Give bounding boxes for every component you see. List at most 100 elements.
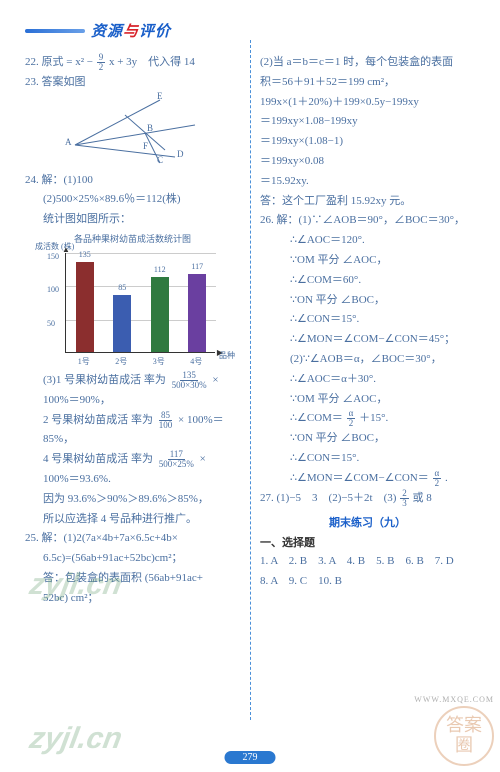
r26-7: ∴∠MON＝∠COM−∠CON＝45°； bbox=[260, 330, 475, 350]
frac-den: 2 bbox=[433, 479, 442, 488]
label-F: F bbox=[143, 141, 148, 151]
chart-bar-value: 117 bbox=[188, 262, 206, 271]
r26-14: ∴∠MON＝∠COM−∠CON＝ α2 . bbox=[260, 469, 475, 489]
chart-xtick: 2号 bbox=[106, 356, 136, 367]
r26-11a: ∴∠COM＝ bbox=[290, 412, 343, 424]
r5: ＝199xy×(1.08−1) bbox=[260, 132, 475, 152]
r26-5: ∵ON 平分 ∠BOC， bbox=[260, 291, 475, 311]
label-B: B bbox=[147, 123, 153, 133]
q25-1: 25. 解：(1)2(7a×4b+7a×6.5c+4b× bbox=[25, 529, 240, 549]
header-prefix: 资源 bbox=[91, 24, 123, 40]
label-C: C bbox=[157, 155, 163, 165]
label-E: E bbox=[157, 91, 163, 101]
stamp-bot: 圈 bbox=[446, 736, 482, 756]
q24-3c-text: 2 号果树幼苗成活 率为 bbox=[43, 414, 153, 426]
choices-1: 1. A 2. B 3. A 4. B 5. B 6. B 7. D bbox=[260, 552, 475, 572]
columns: 22. 原式 = x² − 92 x + 3y 代入得 14 23. 答案如图 … bbox=[25, 53, 475, 609]
chart-ytick: 150 bbox=[47, 252, 59, 261]
q22-b: x + 3y 代入得 14 bbox=[109, 56, 195, 68]
r27-1a: 27. (1)−5 3 (2)−5＋2t (3) bbox=[260, 492, 396, 504]
label-A: A bbox=[65, 137, 72, 147]
r26-11b: ＋15°. bbox=[359, 412, 388, 424]
chart-bar: 135 bbox=[76, 262, 94, 352]
frac-den: 100 bbox=[157, 421, 175, 430]
frac-den: 500×25% bbox=[157, 460, 196, 469]
q24-1: 24. 解：(1)100 bbox=[25, 171, 240, 191]
frac-a2-1: α2 bbox=[347, 409, 356, 428]
chart-bar: 117 bbox=[188, 274, 206, 352]
q25-4: 52bc) cm²； bbox=[25, 589, 240, 609]
chart-xtick: 3号 bbox=[144, 356, 174, 367]
header-decor-bar bbox=[25, 29, 85, 33]
r26-9: ∴∠AOC＝α＋30°. bbox=[260, 370, 475, 390]
r1: (2)当 a＝b＝c＝1 时，每个包装盒的表面 bbox=[260, 53, 475, 73]
r2: 积＝56＋91＋52＝199 cm²， bbox=[260, 73, 475, 93]
bar-chart: 成活数 (株) ▲ ▶ 13585112117 品种 501001501号2号3… bbox=[35, 245, 225, 365]
chart-xtick: 1号 bbox=[69, 356, 99, 367]
q24-3h: 所以应选择 4 号品种进行推广。 bbox=[25, 510, 240, 530]
q24-3b: 100%＝90%， bbox=[25, 391, 240, 411]
page-number: 279 bbox=[225, 751, 276, 764]
r26-2: ∴∠AOC＝120°. bbox=[260, 231, 475, 251]
q24-3f: 100%＝93.6%. bbox=[25, 470, 240, 490]
left-column: 22. 原式 = x² − 92 x + 3y 代入得 14 23. 答案如图 … bbox=[25, 53, 250, 609]
chart-bar: 85 bbox=[113, 295, 131, 352]
r26-13: ∴∠CON＝15°. bbox=[260, 449, 475, 469]
r26-14b: . bbox=[445, 472, 448, 484]
q23: 23. 答案如图 bbox=[25, 73, 240, 93]
header-mid: 与 bbox=[123, 24, 139, 40]
q24-3e-text: 4 号果树幼苗成活 率为 bbox=[43, 453, 153, 465]
diagram-svg bbox=[65, 95, 205, 167]
r26-8: (2)∵∠AOB＝α，∠BOC＝30°， bbox=[260, 350, 475, 370]
answer-stamp: 答案 圈 bbox=[434, 706, 494, 766]
chart-xtick: 4号 bbox=[181, 356, 211, 367]
q24-2: (2)500×25%×89.6％＝112(株) bbox=[25, 190, 240, 210]
frac-den: 3 bbox=[400, 499, 409, 508]
r26-12: ∵ON 平分 ∠BOC， bbox=[260, 429, 475, 449]
r8: 答：这个工厂盈利 15.92xy 元。 bbox=[260, 192, 475, 212]
r3: 199x×(1＋20%)＋199×0.5y−199xy bbox=[260, 93, 475, 113]
chart-ytick: 50 bbox=[47, 319, 55, 328]
frac-a2-2: α2 bbox=[433, 469, 442, 488]
label-D: D bbox=[177, 149, 184, 159]
q22-a: 22. 原式 = x² − bbox=[25, 56, 93, 68]
r26-10: ∵OM 平分 ∠AOC， bbox=[260, 390, 475, 410]
stamp-inner: 答案 圈 bbox=[446, 716, 482, 756]
r7: ＝15.92xy. bbox=[260, 172, 475, 192]
page: 资源与评价 22. 原式 = x² − 92 x + 3y 代入得 14 23.… bbox=[0, 0, 500, 772]
q24-3e-tail: × bbox=[200, 453, 206, 465]
choice-heading: 一、选择题 bbox=[260, 534, 475, 550]
q24-3e: 4 号果树幼苗成活 率为 117500×25% × bbox=[25, 450, 240, 470]
chart-bar: 112 bbox=[151, 277, 169, 352]
r26-6: ∴∠CON＝15°. bbox=[260, 310, 475, 330]
r27-1: 27. (1)−5 3 (2)−5＋2t (3) 23 或 8 bbox=[260, 489, 475, 509]
section-title: 期末练习（九） bbox=[260, 514, 475, 530]
frac-9-2: 92 bbox=[97, 53, 106, 72]
frac-85: 85100 bbox=[157, 411, 175, 430]
r26-4: ∴∠COM＝60°. bbox=[260, 271, 475, 291]
r27-1b: 或 8 bbox=[412, 492, 431, 504]
q24-3: 统计图如图所示： bbox=[25, 210, 240, 230]
q25-3: 答：包装盒的表面积 (56ab+91ac+ bbox=[25, 569, 240, 589]
r4: ＝199xy×1.08−199xy bbox=[260, 112, 475, 132]
q24-3d: 85%， bbox=[25, 430, 240, 450]
q25-2: 6.5c)=(56ab+91ac+52bc)cm²； bbox=[25, 549, 240, 569]
chart-bar-value: 85 bbox=[113, 283, 131, 292]
r6: ＝199xy×0.08 bbox=[260, 152, 475, 172]
header: 资源与评价 bbox=[25, 20, 475, 41]
chart-xlabel: 品种 bbox=[219, 350, 235, 361]
frac-den: 2 bbox=[347, 419, 356, 428]
chart-area: ▲ ▶ 13585112117 bbox=[65, 253, 215, 353]
frac-den: 2 bbox=[97, 63, 106, 72]
site-tag: WWW.MXQE.COM bbox=[414, 695, 494, 704]
r26-11: ∴∠COM＝ α2 ＋15°. bbox=[260, 409, 475, 429]
frac-den: 500×30% bbox=[170, 381, 209, 390]
header-suffix: 评价 bbox=[139, 24, 171, 40]
r26-14a: ∴∠MON＝∠COM−∠CON＝ bbox=[290, 472, 429, 484]
stamp-top: 答案 bbox=[446, 716, 482, 736]
r26-1: 26. 解：(1)∵∠AOB＝90°，∠BOC＝30°， bbox=[260, 211, 475, 231]
q24-3a-tail: × bbox=[212, 374, 218, 386]
q24-3c: 2 号果树幼苗成活 率为 85100 × 100%＝ bbox=[25, 411, 240, 431]
chart-bar-value: 112 bbox=[151, 265, 169, 274]
chart-bar-value: 135 bbox=[76, 250, 94, 259]
